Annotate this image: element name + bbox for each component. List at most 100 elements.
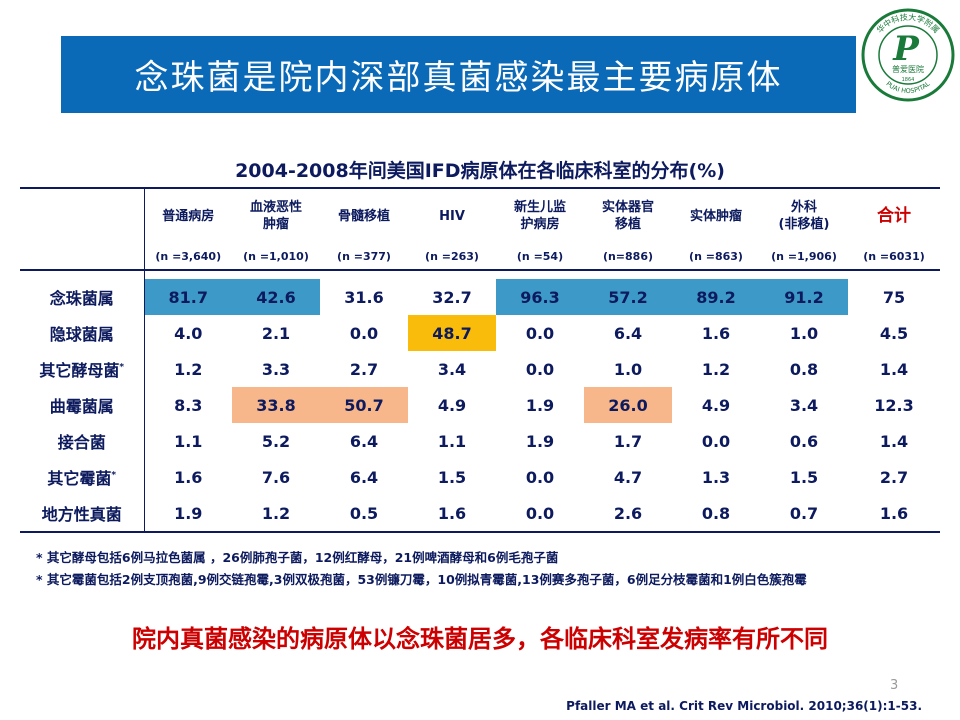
table-cell: 1.6 — [701, 323, 731, 343]
table-cell: 1.7 — [613, 431, 643, 451]
table-row: 其它酵母菌* 1.2 3.3 2.7 3.4 0.0 1.0 1.2 0.8 1.4 — [20, 351, 940, 387]
table-cell: 31.6 — [344, 287, 384, 307]
table-spacer — [20, 270, 940, 279]
table-cell: 4.9 — [701, 395, 731, 415]
table-cell: 12.3 — [874, 395, 914, 415]
footnote-mark: * — [119, 362, 125, 373]
table-cell: 91.2 — [760, 279, 848, 315]
table-cell: 75 — [882, 287, 906, 307]
svg-text:P: P — [892, 29, 920, 69]
table-cell: 0.0 — [349, 323, 379, 343]
n-value: (n =863) — [672, 243, 760, 271]
table-cell: 32.7 — [432, 287, 472, 307]
header-corner — [20, 187, 145, 243]
table-cell: 2.1 — [261, 323, 291, 343]
n-value: (n =6031) — [848, 243, 940, 271]
table-cell: 4.9 — [437, 395, 467, 415]
table-cell: 5.2 — [261, 431, 291, 451]
footnotes: * 其它酵母包括6例马拉色菌属 ，26例肺孢子菌，12例红酵母，21例啤酒酵母和… — [36, 547, 936, 591]
n-value: (n=886) — [584, 243, 672, 271]
n-value: (n =263) — [408, 243, 496, 271]
column-header-total: 合计 — [848, 187, 940, 243]
table-cell: 1.6 — [408, 495, 496, 533]
table-cell: 1.2 — [174, 359, 203, 379]
table-cell: 89.2 — [672, 279, 760, 315]
slide-title: 念珠菌是院内深部真菌感染最主要病原体 — [134, 58, 783, 98]
n-value: (n =3,640) — [144, 243, 232, 271]
table-cell: 0.8 — [789, 359, 819, 379]
table-cell: 1.1 — [174, 431, 203, 451]
table-row: 地方性真菌 1.9 1.2 0.5 1.6 0.0 2.6 0.8 0.7 1.6 — [20, 495, 940, 533]
table-cell: 1.3 — [701, 467, 731, 487]
table-cell: 1.0 — [789, 323, 819, 343]
table-cell: 3.3 — [261, 359, 291, 379]
column-header: 实体器官 移植 — [584, 187, 672, 243]
column-header: 外科 (非移植) — [760, 187, 848, 243]
table-row: 念珠菌属 81.7 42.6 31.6 32.7 96.3 57.2 89.2 91.2 75 — [20, 279, 940, 315]
genus-label: 地方性真菌 — [20, 495, 145, 533]
table-cell: 1.6 — [848, 495, 940, 533]
citation: Pfaller MA et al. Crit Rev Microbiol. 20… — [566, 699, 922, 713]
table-cell: 0.0 — [525, 467, 555, 487]
table-cell: 4.7 — [613, 467, 643, 487]
table-row: 接合菌 1.1 5.2 6.4 1.1 1.9 1.7 0.0 0.6 1.4 — [20, 423, 940, 459]
column-header: 骨髓移植 — [320, 187, 408, 243]
table-cell: 1.9 — [525, 395, 555, 415]
table-cell: 3.4 — [437, 359, 467, 379]
table-cell: 57.2 — [584, 279, 672, 315]
table-row: 其它霉菌* 1.6 7.6 6.4 1.5 0.0 4.7 1.3 1.5 2.7 — [20, 459, 940, 495]
table-cell: 1.2 — [701, 359, 731, 379]
footnote-molds: * 其它霉菌包括2例支顶孢菌,9例交链孢霉,3例双极孢菌，53例镰刀霉，10例拟… — [36, 572, 807, 587]
table-cell: 8.3 — [174, 395, 203, 415]
column-header: 实体肿瘤 — [672, 187, 760, 243]
table-cell: 2.6 — [584, 495, 672, 533]
table-cell: 1.0 — [613, 359, 643, 379]
genus-label: 接合菌 — [20, 423, 145, 459]
table-cell: 1.6 — [174, 467, 203, 487]
genus-label: 其它霉菌* — [20, 459, 145, 495]
table-cell: 0.5 — [320, 495, 408, 533]
table-cell: 26.0 — [584, 387, 672, 423]
table-cell: 96.3 — [496, 279, 584, 315]
table-title: 2004-2008年间美国IFD病原体在各临床科室的分布(%) — [235, 160, 725, 182]
column-header: HIV — [408, 187, 496, 243]
n-corner — [20, 243, 145, 271]
table-row: 隐球菌属 4.0 2.1 0.0 48.7 0.0 6.4 1.6 1.0 4.5 — [20, 315, 940, 351]
hospital-logo: 华中科技大学附属 PUAI HOSPITAL P 普爱医院 1864 — [861, 8, 955, 102]
table-cell: 2.7 — [349, 359, 379, 379]
table-cell: 1.9 — [144, 495, 232, 533]
table-cell: 81.7 — [144, 279, 232, 315]
table-cell: 1.2 — [232, 495, 320, 533]
distribution-table: 普通病房 血液恶性 肿瘤 骨髓移植 HIV 新生儿监 护病房 实体器官 移植 实体肿瘤… — [20, 187, 940, 533]
genus-label: 曲霉菌属 — [20, 387, 145, 423]
table-row: 曲霉菌属 8.3 33.8 50.7 4.9 1.9 26.0 4.9 3.4 12.3 — [20, 387, 940, 423]
footnote-mark: * — [111, 470, 117, 481]
table-cell: 0.6 — [789, 431, 819, 451]
table-cell: 1.4 — [879, 359, 909, 379]
column-header: 普通病房 — [144, 187, 232, 243]
genus-label: 其它酵母菌* — [20, 351, 145, 387]
table-cell: 50.7 — [320, 387, 408, 423]
column-header: 血液恶性 肿瘤 — [232, 187, 320, 243]
table-cell: 1.5 — [437, 467, 467, 487]
table-cell: 4.0 — [174, 323, 203, 343]
table-cell: 3.4 — [789, 395, 819, 415]
table-body: 念珠菌属 81.7 42.6 31.6 32.7 96.3 57.2 89.2 91.2 75 隐球… — [20, 279, 940, 533]
table-cell: 1.4 — [879, 431, 909, 451]
svg-text:普爱医院: 普爱医院 — [892, 64, 924, 74]
conclusion-text: 院内真菌感染的病原体以念珠菌居多，各临床科室发病率有所不同 — [132, 625, 828, 653]
table-cell: 6.4 — [349, 467, 379, 487]
table-cell: 0.0 — [701, 431, 731, 451]
table-cell: 0.0 — [525, 359, 555, 379]
n-value: (n =1,906) — [760, 243, 848, 271]
table-cell: 48.7 — [408, 315, 496, 351]
table-cell: 33.8 — [232, 387, 320, 423]
table-cell: 1.9 — [525, 431, 555, 451]
table-cell: 7.6 — [261, 467, 291, 487]
column-header: 新生儿监 护病房 — [496, 187, 584, 243]
table-cell: 1.5 — [789, 467, 819, 487]
n-value: (n =1,010) — [232, 243, 320, 271]
table-cell: 0.0 — [496, 495, 584, 533]
table-cell: 0.8 — [672, 495, 760, 533]
svg-text:1864: 1864 — [902, 77, 915, 83]
